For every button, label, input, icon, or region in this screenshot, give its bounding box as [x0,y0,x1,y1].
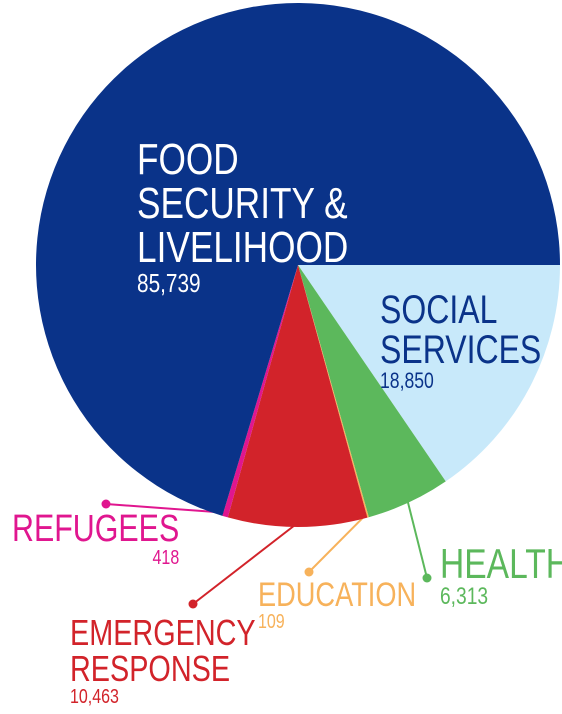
value-label: 109 [258,611,285,633]
value-label: 18,850 [380,368,434,393]
leader-dot [304,567,314,577]
pie-slice [36,2,561,516]
pie-slice [298,265,560,482]
slice-label: EDUCATION 109 [258,578,434,632]
slice-label: SOCIAL SERVICES 18,850 [380,288,542,393]
leader-line [192,522,299,605]
slice-label: FOOD SECURITY & LIVELIHOOD 85,739 [137,135,425,298]
leader-dot [101,499,111,509]
slice-label: REFUGEES 418 [12,510,179,568]
slice-label: EMERGENCY RESPONSE 10,463 [70,612,256,708]
pie-slice [227,265,368,527]
value-label: 418 [152,547,180,569]
category-name: HEALTH [440,540,562,587]
leader-line [406,498,428,579]
leader-dot [188,599,198,609]
pie-slice [298,265,446,518]
category-name: SOCIAL SERVICES [380,288,542,372]
value-label: 6,313 [440,583,489,610]
value-label: 85,739 [137,268,201,298]
value-label: 10,463 [70,686,119,708]
category-name: EDUCATION [258,576,417,614]
leader-line [105,503,227,514]
category-name: REFUGEES [12,508,180,550]
category-name: FOOD SECURITY & LIVELIHOOD [137,135,349,272]
leader-dot [422,573,432,583]
pie-slice [222,265,298,518]
slice-label: HEALTH 6,313 [440,543,562,609]
pie-slice [298,265,369,518]
leader-line [308,512,368,573]
category-name: EMERGENCY RESPONSE [70,612,256,689]
